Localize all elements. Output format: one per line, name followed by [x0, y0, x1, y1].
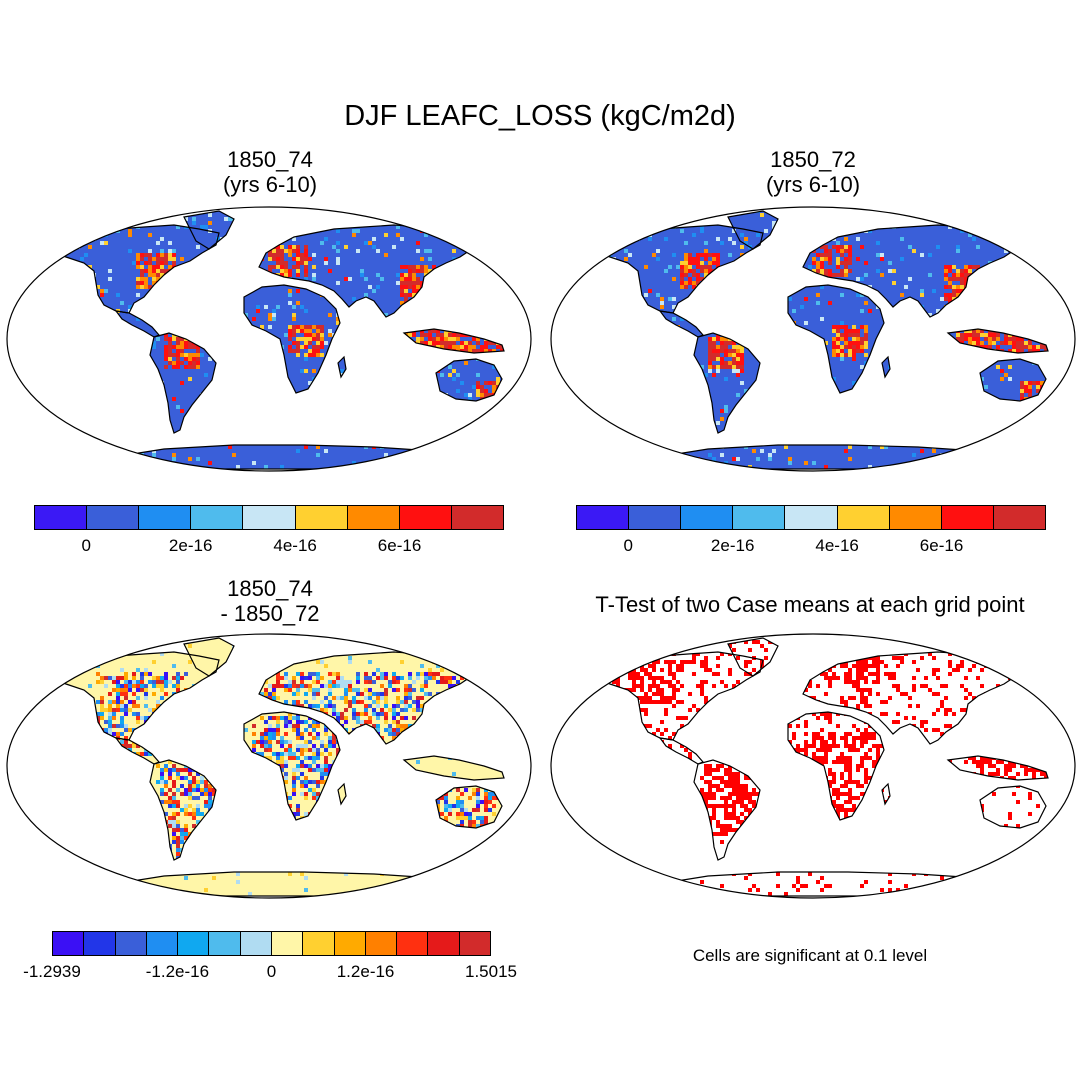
map-frame [6, 633, 532, 899]
land-greenland [728, 211, 778, 249]
land-camerica [660, 738, 703, 764]
map-1850-74 [6, 206, 532, 472]
colorbar-tick-label: 1.5015 [465, 962, 517, 981]
colorbar-swatch [451, 506, 503, 529]
colorbar-tick-label: 2e-16 [710, 536, 755, 555]
land-camerica [660, 311, 703, 337]
colorbar-tick-label: 0 [266, 962, 277, 981]
colorbar-swatch [115, 932, 147, 955]
panel-title-difference: 1850_74 - 1850_72 [140, 576, 400, 626]
land-australia [980, 359, 1046, 401]
colorbar-swatch [577, 506, 630, 529]
colorbar-swatch [35, 506, 88, 529]
colorbar-swatch [837, 506, 890, 529]
land-indo [404, 756, 504, 780]
colorbar-swatch [365, 932, 398, 955]
colorbar-tick-label: 0 [623, 536, 633, 555]
panel-title-line1: 1850_74 [227, 576, 313, 601]
colorbar-swatch [334, 932, 366, 955]
land-greenland [184, 638, 234, 676]
colorbar-tick-label: -1.2e-16 [145, 962, 210, 981]
colorbar-swatch [53, 932, 85, 955]
colorbar-tick-label: 4e-16 [815, 536, 859, 555]
colorbar-swatch [271, 932, 304, 955]
colorbar-swatch [178, 932, 210, 955]
colorbar-swatch [459, 932, 490, 955]
map-frame [550, 206, 1076, 472]
panel-title-ttest: T-Test of two Case means at each grid po… [595, 592, 1025, 617]
map-1850-72 [550, 206, 1076, 472]
colorbar-tick-label: 2e-16 [168, 536, 213, 555]
colorbar-swatch [399, 506, 452, 529]
land-namerica [586, 225, 763, 313]
colorbar-swatch [191, 506, 244, 529]
colorbar-swatch [347, 506, 400, 529]
significance-note: Cells are significant at 0.1 level [692, 946, 928, 965]
colorbar-swatch [733, 506, 786, 529]
colorbar-swatch [941, 506, 994, 529]
colorbar-swatch [785, 506, 838, 529]
panel-title-line1: 1850_74 [227, 147, 313, 172]
map-difference [6, 633, 532, 899]
colorbar-swatch [629, 506, 682, 529]
colorbar-swatch [139, 506, 192, 529]
colorbar-tick-label: 6e-16 [919, 536, 964, 555]
panel-title-line2: (yrs 6-10) [765, 172, 861, 197]
land-namerica [42, 652, 219, 740]
colorbar-1850-72 [576, 505, 1046, 530]
colorbar-tick-label: 1.2e-16 [336, 962, 395, 981]
colorbar-swatch [87, 506, 140, 529]
panel-title-line2: - 1850_72 [220, 601, 320, 626]
colorbar-swatch [993, 506, 1045, 529]
colorbar-swatch [84, 932, 116, 955]
colorbar-swatch [889, 506, 942, 529]
figure-title: DJF LEAFC_LOSS (kgC/m2d) [344, 100, 736, 132]
panel-title-line1: 1850_72 [770, 147, 856, 172]
colorbar-swatch [397, 932, 429, 955]
colorbar-swatch [295, 506, 348, 529]
panel-title-1850-72: 1850_72 (yrs 6-10) [683, 147, 943, 197]
colorbar-tick-label: 6e-16 [377, 536, 422, 555]
map-frame [6, 206, 532, 472]
colorbar-swatch [681, 506, 734, 529]
colorbar-swatch [240, 932, 272, 955]
panel-title-1850-74: 1850_74 (yrs 6-10) [140, 147, 400, 197]
panel-title-line2: (yrs 6-10) [222, 172, 318, 197]
colorbar-tick-label: 4e-16 [273, 536, 317, 555]
land-namerica [42, 225, 219, 313]
colorbar-tick-label: -1.2939 [23, 962, 81, 981]
colorbar-swatch [146, 932, 179, 955]
map-frame [550, 633, 1076, 899]
colorbar-1850-74 [34, 505, 504, 530]
colorbar-swatch [243, 506, 296, 529]
colorbar-swatch [428, 932, 460, 955]
land-eurasia [259, 225, 474, 317]
colorbar-swatch [209, 932, 241, 955]
colorbar-tick-label: 0 [81, 536, 91, 555]
map-ttest-significance [550, 633, 1076, 899]
colorbar-swatch [303, 932, 335, 955]
colorbar-difference [52, 931, 491, 956]
land-eurasia [803, 225, 1018, 317]
land-camerica [116, 311, 159, 337]
